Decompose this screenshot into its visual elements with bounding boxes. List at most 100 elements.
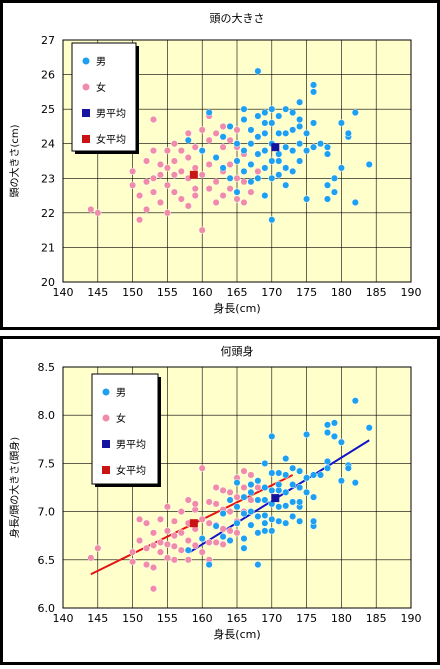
point-female [184, 153, 192, 162]
point-female [129, 167, 137, 175]
point-male [261, 459, 269, 467]
point-female [219, 540, 227, 548]
point-male [303, 147, 311, 155]
point-male [233, 157, 241, 165]
point-male [212, 522, 220, 530]
point-male [337, 164, 345, 172]
chart-title: 頭の大きさ [210, 11, 265, 25]
point-male [268, 174, 276, 182]
point-male [219, 533, 227, 541]
x-tick-label: 155 [157, 286, 178, 299]
point-female [142, 157, 151, 165]
point-male [275, 481, 283, 489]
point-female [205, 519, 213, 527]
y-tick-label: 8.5 [38, 361, 56, 374]
point-male [226, 174, 234, 182]
point-male [275, 129, 283, 137]
point-male [310, 493, 318, 501]
point-male [254, 496, 262, 504]
point-male [261, 527, 269, 535]
point-male [296, 157, 304, 165]
point-female [136, 192, 144, 200]
point-male [282, 471, 290, 479]
point-male [323, 457, 332, 466]
point-male [289, 126, 297, 134]
point-male [289, 167, 297, 175]
x-tick-label: 160 [192, 612, 213, 625]
legend-label-female-average: 女平均 [96, 133, 126, 146]
x-tick-label: 170 [261, 612, 282, 625]
point-female [226, 160, 234, 169]
point-female [170, 517, 178, 525]
point-male [330, 432, 338, 440]
point-female [177, 529, 185, 537]
point-female [142, 544, 151, 552]
point-female [212, 483, 220, 492]
point-male [254, 512, 262, 520]
point-female [219, 143, 227, 151]
x-tick-label: 165 [227, 612, 248, 625]
point-male [226, 122, 234, 130]
point-male [344, 464, 352, 472]
point-male [268, 119, 276, 127]
point-male [261, 119, 269, 127]
point-male [240, 493, 248, 501]
point-female [156, 548, 164, 556]
point-male [282, 519, 290, 527]
point-female [212, 500, 220, 508]
point-female [205, 136, 213, 144]
legend-marker-female [82, 83, 90, 91]
point-male [323, 150, 332, 158]
point-male [268, 216, 276, 224]
point-female [149, 529, 158, 537]
point-female [212, 198, 220, 207]
point-male [296, 140, 304, 148]
point-male [247, 126, 255, 134]
point-male [275, 469, 283, 477]
point-male [198, 535, 206, 543]
point-male [268, 515, 276, 523]
point-female [184, 556, 192, 564]
point-female [149, 115, 158, 124]
legend-label-male: 男 [116, 387, 126, 399]
point-female [129, 181, 137, 189]
point-male [282, 129, 290, 137]
point-female [136, 515, 144, 523]
point-male [323, 181, 332, 189]
x-tick-label: 185 [366, 612, 387, 625]
point-female [149, 188, 158, 196]
point-female [191, 541, 199, 549]
point-female [254, 167, 262, 175]
point-male [233, 479, 241, 487]
point-male [247, 481, 255, 489]
point-male [289, 109, 297, 117]
point-male [282, 181, 290, 189]
legend-marker-male [102, 388, 110, 396]
y-tick-label: 6.5 [38, 554, 56, 567]
point-male [310, 143, 318, 151]
point-male-average [271, 143, 280, 152]
point-male [268, 486, 276, 494]
point-male [233, 503, 241, 511]
point-female [184, 129, 192, 137]
point-male [240, 509, 248, 518]
point-female [226, 136, 234, 144]
y-tick-label: 8.0 [38, 409, 56, 422]
point-male [261, 147, 269, 155]
point-male [289, 512, 297, 520]
point-male [240, 167, 248, 175]
point-male [240, 535, 248, 543]
point-male [289, 498, 297, 506]
point-male [268, 469, 276, 477]
point-male [254, 133, 262, 141]
y-tick-label: 24 [41, 138, 55, 151]
point-male [310, 517, 318, 525]
point-male [247, 160, 255, 169]
point-male [323, 195, 332, 203]
point-female [219, 122, 227, 130]
point-male [268, 432, 276, 440]
point-male [330, 188, 338, 196]
head-ratio-chart: 140 145 150 155 160 165 170 175 180 185 190 6.0 6.5 7… [0, 336, 440, 665]
point-male [351, 198, 359, 207]
head-ratio-chart-svg: 140 145 150 155 160 165 170 175 180 185 190 6.0 6.5 7… [0, 336, 440, 665]
